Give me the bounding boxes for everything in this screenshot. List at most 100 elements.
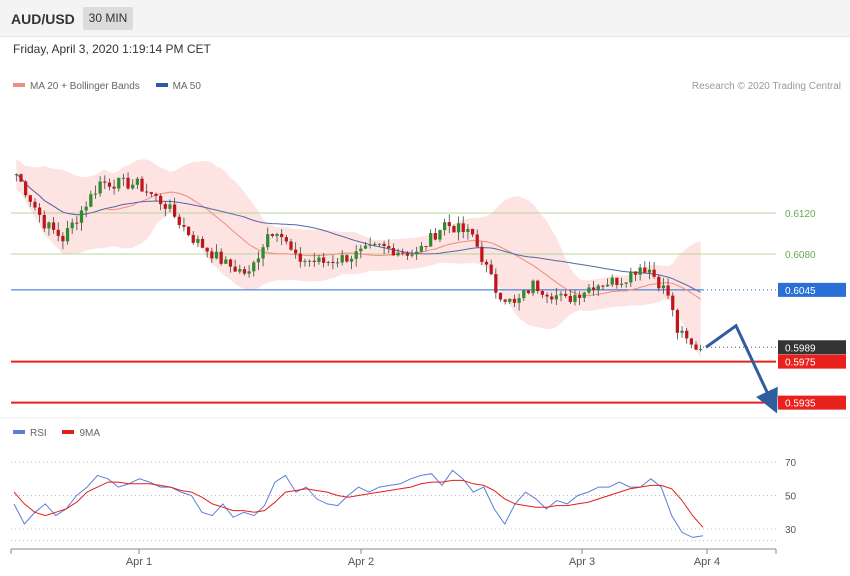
header-bar: AUD/USD 30 MIN xyxy=(0,0,850,37)
candle-body xyxy=(121,177,126,179)
candle-body xyxy=(475,234,479,247)
candle-body xyxy=(163,204,167,209)
legend-item-ma20: MA 20 + Bollinger Bands xyxy=(13,81,140,92)
rsi-legend: RSI 9MA xyxy=(13,428,113,439)
candle-body xyxy=(65,228,70,242)
support-tag xyxy=(778,395,846,410)
legend-label-ma50: MA 50 xyxy=(172,81,201,92)
candle-body xyxy=(247,271,251,274)
candle-body xyxy=(442,222,447,231)
candle-body xyxy=(140,178,144,192)
candle-body xyxy=(56,229,60,236)
candle-body xyxy=(354,251,358,259)
candle-body xyxy=(135,178,139,185)
candle-body xyxy=(196,238,200,243)
candle-body xyxy=(480,246,484,262)
candle-body xyxy=(112,186,116,189)
legend-label-rsi: RSI xyxy=(30,428,47,439)
candle-body xyxy=(694,344,698,350)
legend-item-ma50: MA 50 xyxy=(155,81,201,92)
x-tick-label: Apr 4 xyxy=(694,556,720,568)
candle-body xyxy=(79,210,84,223)
legend-swatch-rsi xyxy=(13,430,25,435)
candle-body xyxy=(89,194,93,207)
candle-body xyxy=(168,204,172,209)
candle-body xyxy=(512,298,517,303)
legend-swatch-ma20 xyxy=(13,83,25,88)
candle-body xyxy=(210,251,214,259)
candle-body xyxy=(638,267,642,275)
legend-item-rsi: RSI xyxy=(13,428,47,439)
timestamp: Friday, April 3, 2020 1:19:14 PM CET xyxy=(13,42,211,56)
candle-body xyxy=(340,255,344,263)
candle-body xyxy=(182,225,186,227)
candle-body xyxy=(498,292,503,300)
candle-body xyxy=(205,247,209,252)
candle-body xyxy=(224,259,228,264)
candle-body xyxy=(75,222,79,224)
level-label: 0.5975 xyxy=(785,358,816,369)
candle-body xyxy=(410,254,414,256)
level-label: 0.5935 xyxy=(785,399,816,410)
candle-body xyxy=(331,261,335,264)
candle-body xyxy=(689,338,693,345)
candle-body xyxy=(294,249,298,254)
level-label: 0.6120 xyxy=(785,209,816,220)
candle-body xyxy=(298,253,302,262)
rsi-line xyxy=(13,469,704,538)
timeframe-button[interactable]: 30 MIN xyxy=(83,7,133,30)
x-tick-label: Apr 3 xyxy=(569,556,595,568)
candle-body xyxy=(131,184,135,189)
legend-label-9ma: 9MA xyxy=(79,428,101,439)
candle-body xyxy=(419,245,423,252)
candle-body xyxy=(19,174,23,182)
candle-body xyxy=(103,181,107,183)
candle-body xyxy=(447,222,451,227)
candle-body xyxy=(387,245,391,248)
candle-body xyxy=(33,201,37,208)
candle-body xyxy=(177,216,181,226)
candle-body xyxy=(303,260,307,262)
candle-body xyxy=(466,228,470,232)
candle-body xyxy=(545,294,549,297)
candle-body xyxy=(42,214,46,229)
candle-body xyxy=(28,195,32,202)
candle-body xyxy=(47,222,51,229)
candle-body xyxy=(652,269,656,277)
candle-body xyxy=(261,247,265,259)
candle-body xyxy=(424,245,428,247)
pivot-tag xyxy=(778,282,846,297)
candle-body xyxy=(317,257,321,262)
legend-item-9ma: 9MA xyxy=(62,428,100,439)
candle-body xyxy=(522,290,526,299)
last-price-tag xyxy=(778,340,846,355)
candle-body xyxy=(219,251,223,264)
candle-body xyxy=(37,207,42,215)
candle-body xyxy=(396,252,400,256)
candle-body xyxy=(536,280,540,292)
candle-body xyxy=(349,258,354,262)
candle-body xyxy=(126,177,130,189)
candle-body xyxy=(605,284,610,287)
candle-body xyxy=(275,233,279,236)
candle-body xyxy=(526,290,531,294)
rsi-tick-label: 50 xyxy=(785,492,797,503)
candle-body xyxy=(238,269,242,272)
candle-body xyxy=(601,285,605,287)
candle-body xyxy=(363,245,368,249)
candle-body xyxy=(554,295,558,300)
candle-body xyxy=(643,267,647,273)
candle-body xyxy=(489,264,493,275)
candle-body xyxy=(107,182,112,187)
candle-body xyxy=(145,191,149,193)
candle-body xyxy=(633,271,638,275)
candle-body xyxy=(321,257,326,263)
candle-body xyxy=(456,223,461,233)
candle-body xyxy=(550,296,554,300)
candle-body xyxy=(242,269,247,274)
candle-body xyxy=(377,243,382,245)
level-label: 0.5989 xyxy=(785,343,816,354)
candle-body xyxy=(391,247,396,256)
candle-body xyxy=(675,309,680,333)
candle-body xyxy=(619,283,624,285)
